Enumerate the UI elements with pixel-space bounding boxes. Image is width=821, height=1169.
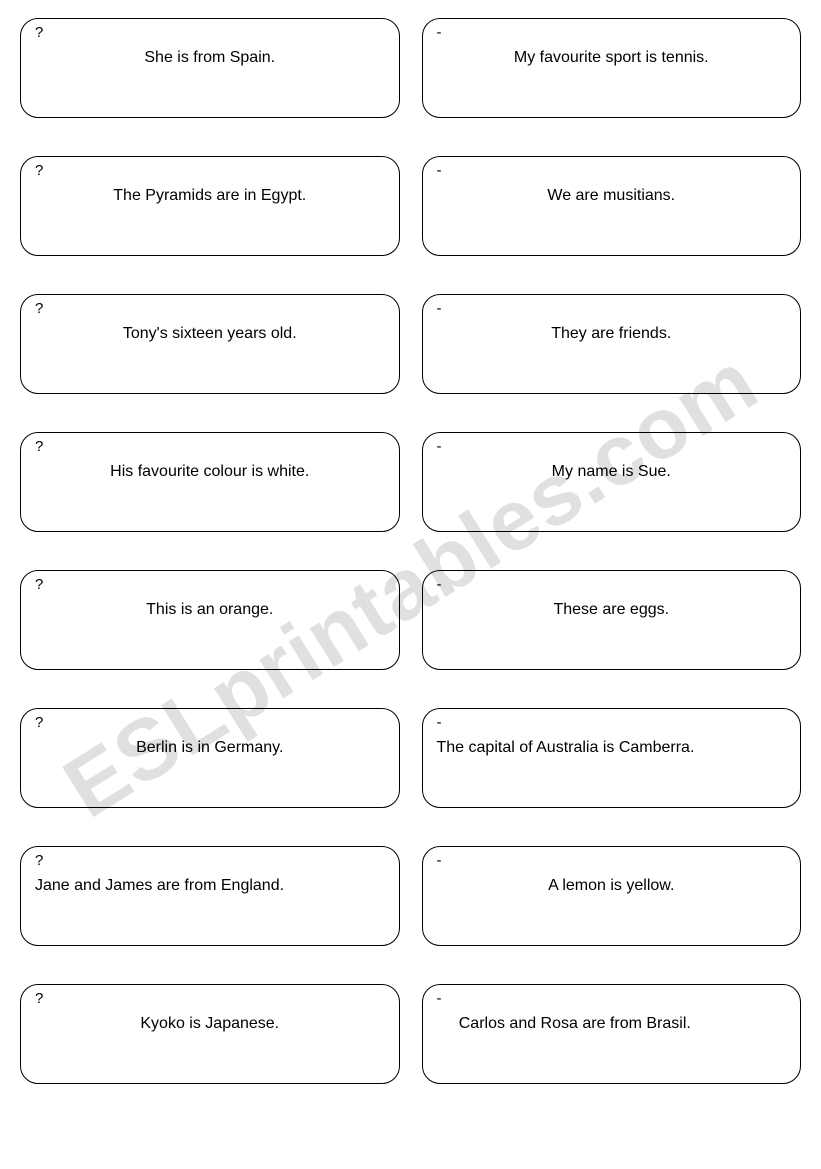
card: ? The Pyramids are in Egypt. xyxy=(20,156,400,256)
card-marker: - xyxy=(437,163,442,178)
card-text: These are eggs. xyxy=(437,599,787,621)
card-marker: - xyxy=(437,25,442,40)
card-text: Tony's sixteen years old. xyxy=(35,323,385,345)
card-text: His favourite colour is white. xyxy=(35,461,385,483)
card-text: The capital of Australia is Camberra. xyxy=(437,737,787,759)
card: ? Kyoko is Japanese. xyxy=(20,984,400,1084)
card: ? Tony's sixteen years old. xyxy=(20,294,400,394)
card-text: Jane and James are from England. xyxy=(35,875,385,897)
worksheet-page: ? She is from Spain. - My favourite spor… xyxy=(0,0,821,1102)
card-text: We are musitians. xyxy=(437,185,787,207)
card-text: Kyoko is Japanese. xyxy=(35,1013,385,1035)
card-text: They are friends. xyxy=(437,323,787,345)
card-text: My favourite sport is tennis. xyxy=(437,47,787,69)
card-marker: - xyxy=(437,991,442,1006)
card-text: Berlin is in Germany. xyxy=(35,737,385,759)
card-marker: ? xyxy=(35,163,43,178)
card-text: A lemon is yellow. xyxy=(437,875,787,897)
card-text: Carlos and Rosa are from Brasil. xyxy=(437,1013,787,1035)
card-marker: - xyxy=(437,853,442,868)
card-marker: ? xyxy=(35,577,43,592)
card-marker: ? xyxy=(35,853,43,868)
card-marker: ? xyxy=(35,301,43,316)
card: ? Berlin is in Germany. xyxy=(20,708,400,808)
card-text: The Pyramids are in Egypt. xyxy=(35,185,385,207)
card-text: My name is Sue. xyxy=(437,461,787,483)
card-marker: - xyxy=(437,715,442,730)
card: - They are friends. xyxy=(422,294,802,394)
card: - We are musitians. xyxy=(422,156,802,256)
card-text: This is an orange. xyxy=(35,599,385,621)
card-marker: ? xyxy=(35,25,43,40)
card-marker: - xyxy=(437,301,442,316)
card-grid: ? She is from Spain. - My favourite spor… xyxy=(20,18,801,1084)
card-marker: ? xyxy=(35,715,43,730)
card-marker: - xyxy=(437,439,442,454)
card: - My name is Sue. xyxy=(422,432,802,532)
card: ? This is an orange. xyxy=(20,570,400,670)
card: - A lemon is yellow. xyxy=(422,846,802,946)
card-text: She is from Spain. xyxy=(35,47,385,69)
card-marker: - xyxy=(437,577,442,592)
card: ? His favourite colour is white. xyxy=(20,432,400,532)
card: - The capital of Australia is Camberra. xyxy=(422,708,802,808)
card: ? Jane and James are from England. xyxy=(20,846,400,946)
card: - These are eggs. xyxy=(422,570,802,670)
card-marker: ? xyxy=(35,991,43,1006)
card: - My favourite sport is tennis. xyxy=(422,18,802,118)
card-marker: ? xyxy=(35,439,43,454)
card: ? She is from Spain. xyxy=(20,18,400,118)
card: - Carlos and Rosa are from Brasil. xyxy=(422,984,802,1084)
